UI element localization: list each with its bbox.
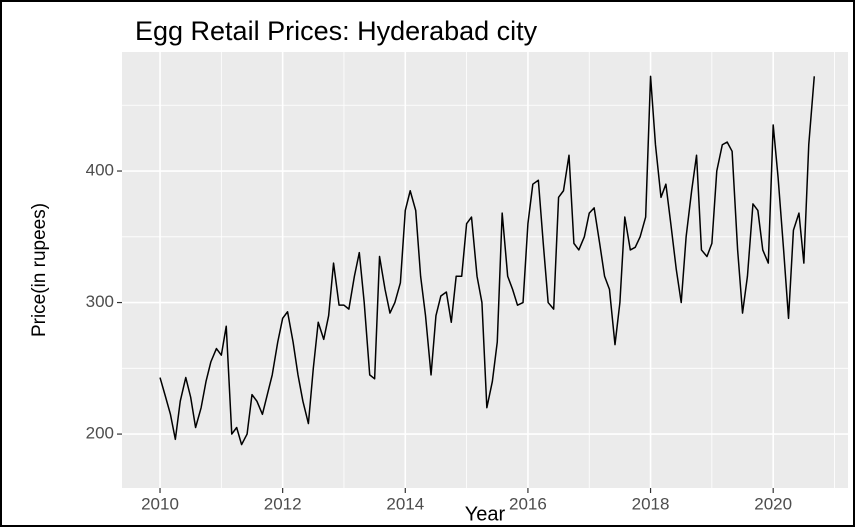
y-tick-label: 300: [86, 292, 114, 311]
x-tick-label: 2012: [264, 494, 302, 513]
x-tick-label: 2016: [509, 494, 547, 513]
x-axis-label: Year: [465, 503, 506, 525]
x-tick-label: 2018: [632, 494, 670, 513]
y-tick-label: 400: [86, 161, 114, 180]
x-tick-label: 2010: [141, 494, 179, 513]
x-tick-label: 2014: [386, 494, 424, 513]
plot-panel: [122, 52, 848, 488]
y-axis-label: Price(in rupees): [29, 203, 50, 337]
line-series: [159, 75, 816, 446]
x-tick-label: 2020: [754, 494, 792, 513]
chart-title: Egg Retail Prices: Hyderabad city: [135, 16, 538, 46]
y-tick-label: 200: [86, 424, 114, 443]
